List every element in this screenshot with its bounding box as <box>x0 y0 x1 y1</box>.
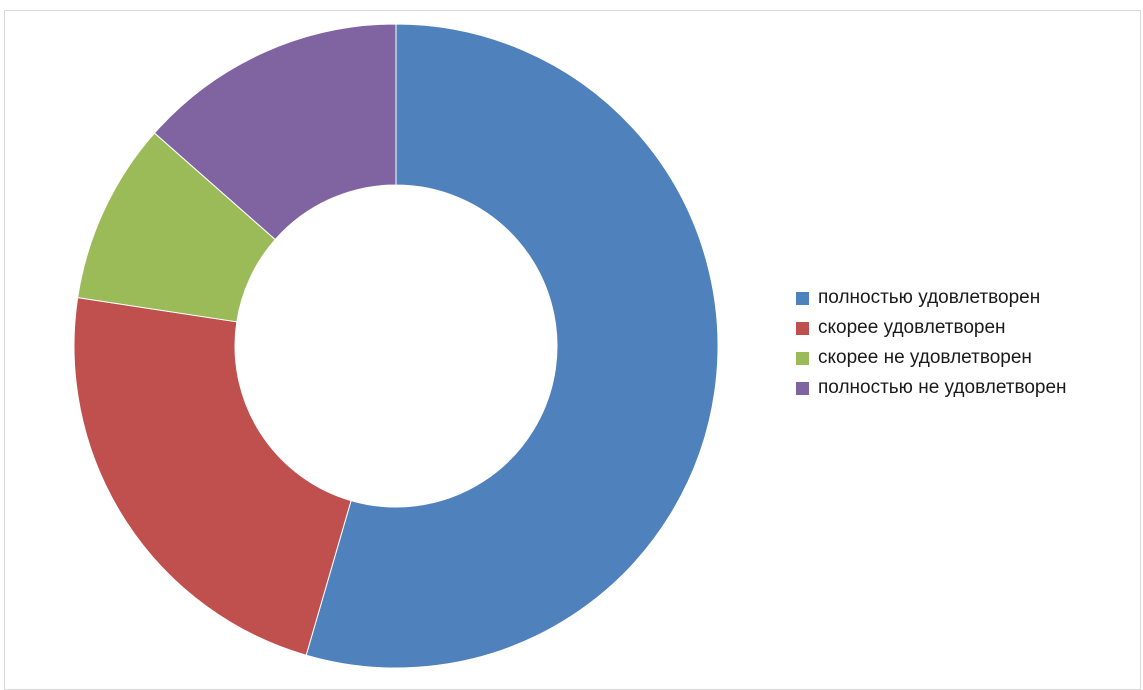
chart-legend: полностью удовлетворен скорее удовлетвор… <box>796 283 1067 403</box>
legend-swatch-3 <box>796 381 809 395</box>
legend-swatch-0 <box>796 291 809 305</box>
legend-label-0: полностью удовлетворен <box>818 287 1041 308</box>
legend-item-0: полностью удовлетворен <box>796 283 1067 313</box>
donut-chart <box>73 23 719 669</box>
donut-slice-3 <box>153 23 397 241</box>
legend-label-3: полностью не удовлетворен <box>818 377 1067 398</box>
legend-item-2: скорее не удовлетворен <box>796 343 1067 373</box>
donut-slice-0 <box>305 23 719 669</box>
legend-swatch-1 <box>796 321 809 335</box>
legend-label-2: скорее не удовлетворен <box>818 347 1032 368</box>
legend-label-1: скорее удовлетворен <box>818 317 1006 338</box>
legend-item-1: скорее удовлетворен <box>796 313 1067 343</box>
legend-swatch-2 <box>796 351 809 365</box>
legend-item-3: полностью не удовлетворен <box>796 373 1067 403</box>
donut-slice-1 <box>73 297 352 656</box>
